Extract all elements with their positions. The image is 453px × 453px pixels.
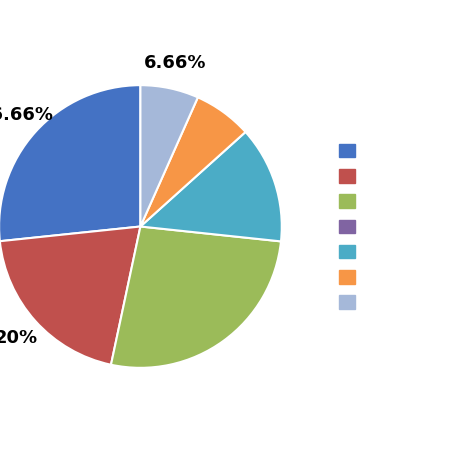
Text: 20%: 20% — [0, 329, 38, 347]
Text: 6.66%: 6.66% — [144, 54, 206, 72]
Wedge shape — [0, 85, 140, 241]
Text: 26.66%: 26.66% — [0, 106, 54, 124]
Wedge shape — [0, 226, 140, 365]
Wedge shape — [140, 97, 246, 226]
Wedge shape — [140, 85, 198, 226]
Wedge shape — [140, 132, 282, 241]
Wedge shape — [111, 226, 281, 368]
Legend:  ,  ,  ,  ,  ,  ,  : , , , , , , — [339, 144, 369, 309]
